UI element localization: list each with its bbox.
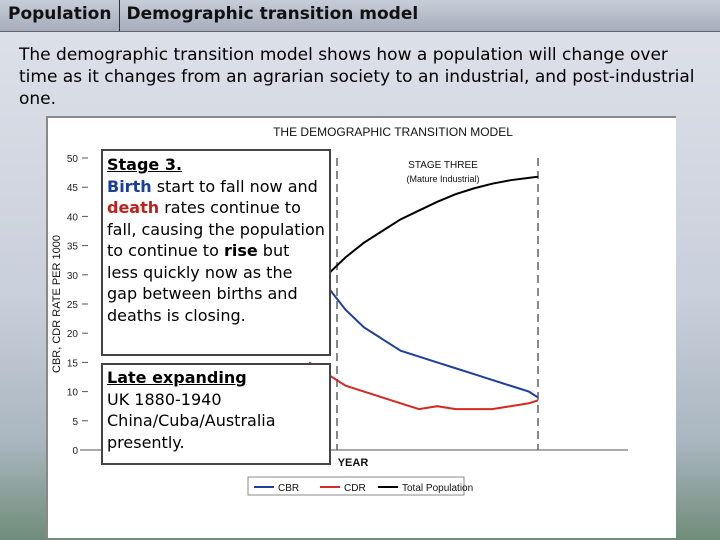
slide-title: Demographic transition model: [126, 4, 419, 24]
legend-label: CBR: [278, 483, 299, 494]
demographic-chart: THE DEMOGRAPHIC TRANSITION MODEL STAGE T…: [51, 125, 628, 496]
example-countries: China/Cuba/Australia: [107, 411, 276, 430]
legend-label: Total Population: [402, 483, 473, 494]
example-presently: presently.: [107, 432, 185, 452]
description-text-2: rates continue to fall, causing the popu…: [107, 198, 325, 260]
legend-box: [247, 476, 465, 496]
title-bar: Population Demographic transition model: [0, 0, 720, 32]
y-tick-label: 10: [67, 388, 79, 399]
section-label: Population: [0, 0, 121, 31]
stage-three-textbox: Stage 3. Birth start to fall now and dea…: [101, 149, 331, 356]
y-tick-label: 40: [67, 212, 79, 223]
stage-description: Birth start to fall now and death rates …: [107, 177, 325, 325]
description-text-3: but less quickly now as the gap between …: [107, 241, 298, 325]
stage-heading: Stage 3.: [107, 155, 183, 174]
y-tick-label: 20: [67, 329, 79, 340]
description-text-1: start to fall now and: [151, 176, 318, 196]
y-tick-label: 45: [67, 183, 79, 194]
y-axis-label: CBR, CDR RATE PER 1000: [51, 235, 63, 373]
y-tick-label: 15: [67, 358, 79, 369]
y-tick-label: 0: [72, 446, 78, 457]
series-line-cbr: [308, 268, 539, 399]
stage-label: STAGE THREE: [408, 160, 478, 171]
late-expanding-heading: Late expanding: [107, 368, 247, 387]
x-axis-label: YEAR: [338, 457, 369, 469]
y-tick-label: 35: [67, 242, 79, 253]
y-tick-label: 30: [67, 271, 79, 282]
legend-label: CDR: [344, 483, 366, 494]
chart-title: THE DEMOGRAPHIC TRANSITION MODEL: [273, 125, 513, 139]
intro-paragraph: The demographic transition model shows h…: [19, 45, 695, 109]
late-expanding-textbox: Late expanding UK 1880-1940 China/Cuba/A…: [101, 363, 331, 465]
y-tick-label: 50: [67, 154, 79, 165]
death-word: death: [107, 198, 160, 217]
example-uk: UK 1880-1940: [107, 389, 222, 409]
series-line-cdr: [308, 361, 539, 411]
stage-sublabel: (Mature Industrial): [406, 174, 479, 184]
series-line-total-population: [308, 175, 539, 294]
y-tick-label: 25: [67, 300, 79, 311]
y-tick-label: 5: [72, 417, 78, 428]
birth-word: Birth: [107, 176, 152, 196]
rise-word: rise: [223, 241, 258, 260]
